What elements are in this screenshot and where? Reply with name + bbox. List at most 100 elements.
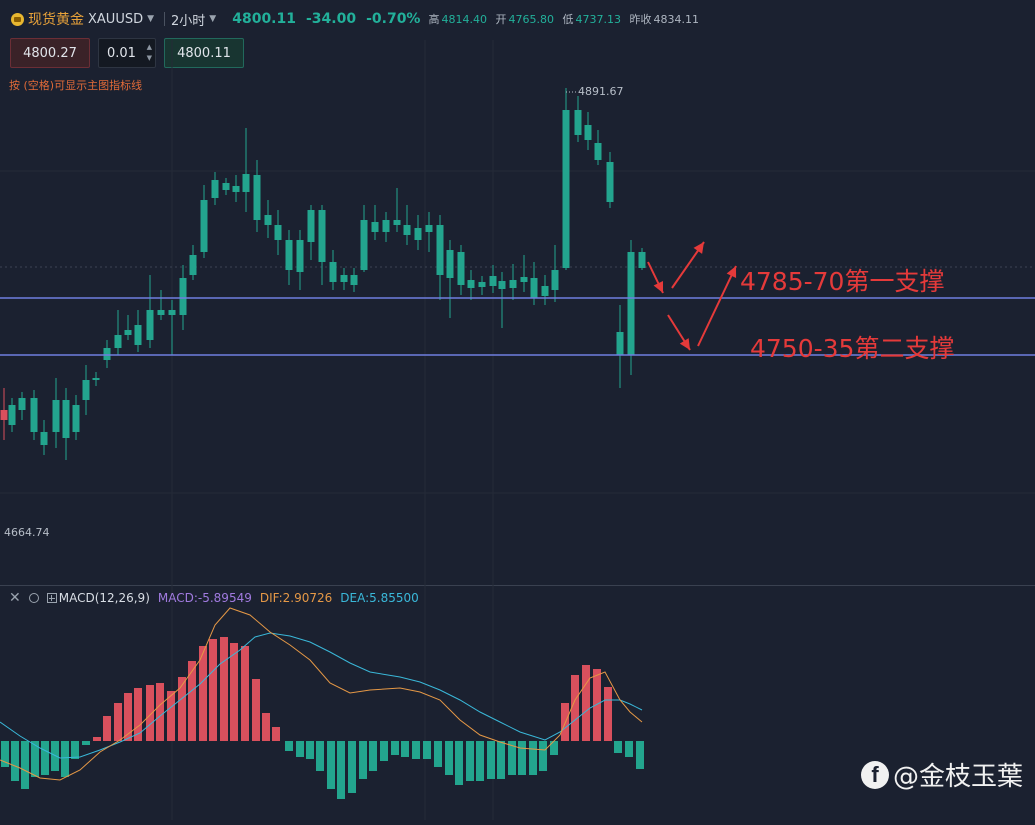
macd-histogram-bar bbox=[178, 677, 186, 741]
candle-body bbox=[232, 186, 240, 192]
macd-histogram-bar bbox=[146, 685, 154, 741]
quick-trade-panel: 4800.27 0.01 ▲ ▼ 4800.11 bbox=[10, 38, 244, 68]
settings-icon[interactable] bbox=[28, 593, 39, 603]
macd-histogram-bar bbox=[327, 741, 335, 789]
macd-value: MACD:-5.89549 bbox=[157, 591, 252, 605]
macd-histogram-bar bbox=[1, 741, 9, 767]
macd-histogram-bar bbox=[156, 683, 164, 741]
macd-histogram-bar bbox=[445, 741, 453, 775]
candle-body bbox=[146, 310, 154, 340]
macd-histogram-bar bbox=[296, 741, 304, 757]
macd-title: MACD(12,26,9) bbox=[58, 591, 150, 605]
candlesticks bbox=[0, 88, 646, 460]
arrow-down-1-head bbox=[653, 281, 663, 293]
candle-body bbox=[92, 378, 100, 380]
quantity-value[interactable]: 0.01 bbox=[107, 45, 136, 61]
candle-body bbox=[168, 310, 176, 315]
support-lines bbox=[0, 297, 1035, 356]
macd-histogram-bar bbox=[380, 741, 388, 761]
candle-body bbox=[616, 332, 624, 355]
candle-body bbox=[72, 405, 80, 432]
macd-histogram-bar bbox=[241, 646, 249, 741]
candle-body bbox=[157, 310, 165, 315]
candle-body bbox=[242, 174, 250, 192]
macd-histogram-bar bbox=[209, 639, 217, 741]
expand-icon[interactable] bbox=[46, 593, 57, 603]
candle-body bbox=[627, 252, 635, 355]
sell-button[interactable]: 4800.27 bbox=[10, 38, 90, 68]
macd-histogram-bar bbox=[636, 741, 644, 769]
candle-body bbox=[318, 210, 326, 262]
candle-body bbox=[179, 278, 187, 315]
macd-histogram-bar bbox=[188, 661, 196, 741]
candle-body bbox=[403, 225, 411, 235]
chevron-down-icon[interactable]: ▼ bbox=[147, 14, 155, 24]
macd-histogram-bar bbox=[316, 741, 324, 771]
macd-histogram-bar bbox=[103, 716, 111, 741]
chevron-down-icon[interactable]: ▼ bbox=[209, 14, 217, 24]
candle-body bbox=[40, 432, 48, 445]
buy-button[interactable]: 4800.11 bbox=[164, 38, 244, 68]
timeframe-select[interactable]: 2小时 bbox=[171, 13, 206, 29]
macd-histogram-bar bbox=[337, 741, 345, 799]
arrow-down-2-head bbox=[679, 338, 690, 350]
candle-body bbox=[360, 220, 368, 270]
macd-histogram-bar bbox=[412, 741, 420, 759]
macd-histogram-bar bbox=[31, 741, 39, 777]
dif-value: DIF:2.90726 bbox=[259, 591, 333, 605]
candle-body bbox=[520, 277, 528, 282]
chart-grid bbox=[0, 40, 1035, 820]
macd-histogram-bar bbox=[262, 713, 270, 741]
candle-body bbox=[393, 220, 401, 225]
macd-histogram-bar bbox=[124, 693, 132, 741]
high-value: 4814.40 bbox=[441, 13, 487, 26]
candle-body bbox=[574, 110, 582, 135]
open-label: 开 bbox=[495, 13, 507, 26]
macd-histogram-bar bbox=[41, 741, 49, 775]
candle-body bbox=[82, 380, 90, 400]
candle-body bbox=[371, 222, 379, 232]
arrow-up-2-head bbox=[726, 266, 737, 278]
macd-histogram-bar bbox=[93, 737, 101, 741]
macd-histogram-bar bbox=[571, 675, 579, 741]
dif-line bbox=[0, 607, 643, 781]
prev-close-value: 4834.11 bbox=[653, 13, 699, 26]
macd-histogram-bar bbox=[272, 727, 280, 741]
macd-histogram-bar bbox=[550, 741, 558, 755]
candle-body bbox=[307, 210, 315, 242]
candle-body bbox=[274, 225, 282, 240]
candle-body bbox=[134, 325, 142, 345]
candle-body bbox=[62, 400, 70, 438]
dea-value: DEA:5.85500 bbox=[340, 591, 419, 605]
macd-histogram-bar bbox=[593, 669, 601, 741]
symbol-name[interactable]: 现货黄金 bbox=[28, 12, 84, 28]
macd-histogram-bar bbox=[466, 741, 474, 781]
macd-histogram-bar bbox=[518, 741, 526, 775]
candle-body bbox=[489, 276, 497, 286]
facebook-icon: f bbox=[860, 760, 889, 789]
candle-body bbox=[124, 330, 132, 335]
candle-body bbox=[478, 282, 486, 287]
high-label: 高 bbox=[428, 13, 440, 26]
symbol-code[interactable]: XAUUSD bbox=[88, 11, 144, 27]
macd-histogram-bar bbox=[369, 741, 377, 771]
macd-histogram-bar bbox=[497, 741, 505, 779]
candle-body bbox=[189, 255, 197, 275]
open-value: 4765.80 bbox=[508, 13, 554, 26]
candle-body bbox=[562, 110, 570, 268]
macd-histogram-bar bbox=[230, 643, 238, 741]
candle-body bbox=[285, 240, 293, 270]
candle-body bbox=[584, 125, 592, 140]
candle-body bbox=[211, 180, 219, 198]
macd-histogram-bar bbox=[604, 687, 612, 741]
watermark-text: @金枝玉葉 bbox=[892, 762, 1023, 792]
candle-body bbox=[114, 335, 122, 348]
macd-histogram-bar bbox=[348, 741, 356, 793]
quantity-stepper[interactable]: 0.01 ▲ ▼ bbox=[98, 38, 156, 68]
candle-body bbox=[530, 278, 538, 298]
stepper-arrows-icon[interactable]: ▲ ▼ bbox=[146, 43, 152, 62]
close-icon[interactable]: ✕ bbox=[9, 590, 21, 606]
gold-coin-icon bbox=[11, 12, 24, 26]
macd-histogram-bar bbox=[306, 741, 314, 759]
